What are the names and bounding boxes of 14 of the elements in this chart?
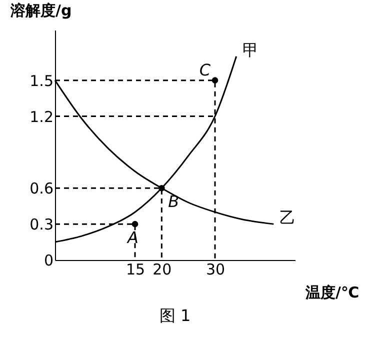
- x-tick-label: 15: [126, 260, 146, 278]
- y-tick-label: 0: [44, 252, 54, 270]
- y-tick-label: 0.3: [30, 216, 54, 234]
- annotation: C: [199, 60, 212, 80]
- y-tick-label: 1.5: [30, 72, 54, 90]
- series-label: 甲: [242, 40, 258, 60]
- series-label: 乙: [280, 208, 296, 228]
- x-tick-label: 30: [206, 260, 226, 278]
- x-axis-title: 温度/℃: [304, 284, 360, 302]
- y-axis-title: 溶解度/g: [10, 2, 72, 20]
- caption: 图 1: [159, 306, 191, 325]
- y-tick-label: 1.2: [30, 108, 54, 126]
- x-tick-label: 20: [152, 260, 172, 278]
- y-tick-label: 0.6: [30, 180, 54, 198]
